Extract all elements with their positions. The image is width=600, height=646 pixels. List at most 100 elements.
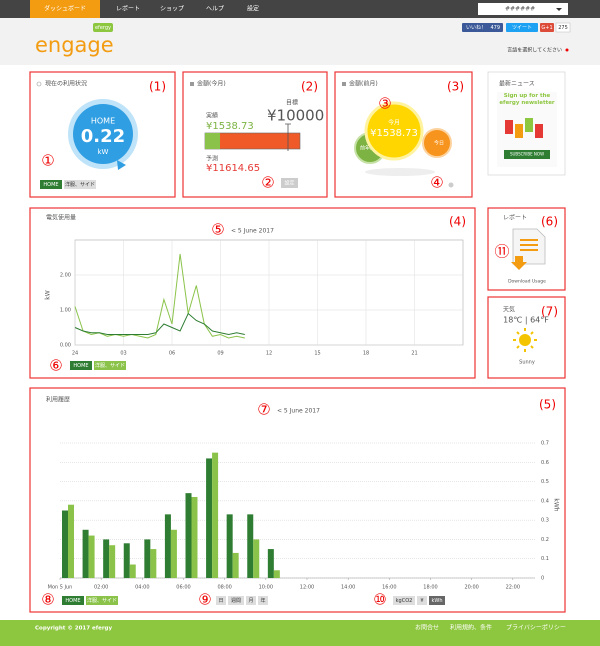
panel-title: レポート xyxy=(503,214,527,222)
document-icon[interactable] xyxy=(512,228,546,265)
logo: engage xyxy=(35,33,114,57)
nav-item[interactable]: レポート xyxy=(116,5,140,13)
toggle-button[interactable] xyxy=(228,596,244,605)
toggle-button[interactable] xyxy=(393,596,415,605)
nav-item[interactable]: ダッシュボード xyxy=(44,5,86,13)
annotation-marker: ⑤ xyxy=(211,221,224,239)
share-count: 275 xyxy=(558,25,568,31)
panel-title: 利用履歴 xyxy=(46,396,70,404)
x-tick-label: 21 xyxy=(411,351,417,357)
bar xyxy=(170,529,177,578)
toggle-button[interactable] xyxy=(216,596,226,605)
footer-link[interactable]: プライバシーポリシー xyxy=(506,624,566,632)
tag[interactable] xyxy=(94,361,126,370)
gauge-label: HOME xyxy=(91,117,115,126)
nav-item[interactable]: ショップ xyxy=(160,6,184,13)
weather-condition: Sunny xyxy=(519,360,535,366)
tag[interactable] xyxy=(70,361,92,370)
tag[interactable] xyxy=(64,180,96,189)
target: ¥10000 xyxy=(267,107,324,125)
like-label: いいね！ xyxy=(466,25,486,31)
panel-title: 金額(前月) xyxy=(349,80,378,88)
x-tick-label: 18 xyxy=(363,351,369,357)
usage-line xyxy=(74,312,245,336)
panel-title: 現在の利用状況 xyxy=(45,80,87,88)
download-arrow xyxy=(511,256,527,270)
toggle-button[interactable] xyxy=(258,596,268,605)
user-menu[interactable] xyxy=(478,3,568,15)
toggle-button[interactable] xyxy=(417,596,427,605)
tweet-label: ツイート xyxy=(512,25,532,31)
tag-label: HOME xyxy=(43,182,58,188)
bar xyxy=(253,539,260,578)
x-tick-label: 08:00 xyxy=(217,585,231,591)
bar xyxy=(191,496,198,578)
x-tick-label: 18:00 xyxy=(423,585,437,591)
annotation-marker: ① xyxy=(41,152,54,170)
x-tick-label: 22:00 xyxy=(506,585,520,591)
nav-bar xyxy=(0,0,600,18)
nav-item[interactable]: ヘルプ xyxy=(206,6,224,13)
share-box xyxy=(555,22,571,33)
bar xyxy=(164,514,171,578)
usage-chart: 0.00 1.00 2.00 24 03 06 09 12 15 18 21 xyxy=(60,240,463,357)
bar xyxy=(212,452,219,578)
usage-line xyxy=(74,253,245,339)
y-tick-label: 0.3 xyxy=(541,518,549,524)
bar xyxy=(226,514,233,578)
page-dot[interactable] xyxy=(448,182,454,188)
y-axis-label: kW xyxy=(45,290,52,299)
bar xyxy=(150,549,157,578)
settings-button[interactable] xyxy=(281,178,298,188)
sun-icon xyxy=(519,334,531,346)
y-tick-label: 0.1 xyxy=(541,556,549,562)
like-count: 479 xyxy=(490,25,500,31)
bar xyxy=(88,535,95,578)
tag[interactable] xyxy=(62,596,84,605)
panel-title: 金額(今月) xyxy=(197,80,226,88)
annotation-marker: ⑧ xyxy=(41,591,54,609)
annotation-box xyxy=(334,71,473,198)
bubble xyxy=(364,101,424,161)
toggle-button[interactable] xyxy=(429,596,445,605)
bar xyxy=(267,549,274,578)
tag[interactable] xyxy=(86,596,118,605)
annotation-marker: ⑪ xyxy=(494,243,509,261)
x-tick-label: 02:00 xyxy=(94,585,108,591)
tweet-button[interactable] xyxy=(506,23,538,32)
date-nav[interactable]: < 5 June 2017 xyxy=(231,228,274,235)
like-button[interactable] xyxy=(462,23,503,32)
x-tick-label: 24 xyxy=(72,351,78,357)
subscribe-button[interactable] xyxy=(504,150,550,159)
gauge xyxy=(73,104,133,164)
tag[interactable] xyxy=(40,180,62,189)
toggle-button[interactable] xyxy=(246,596,256,605)
x-tick-label: 09 xyxy=(217,351,223,357)
bar xyxy=(247,514,254,578)
bubble-value: ¥1538.73 xyxy=(370,128,418,139)
gplus-button[interactable] xyxy=(540,23,554,32)
button-label: 週間 xyxy=(231,597,241,604)
annotation-marker: ④ xyxy=(430,174,443,192)
annotation-label: (6) xyxy=(541,215,558,229)
footer-link[interactable]: お問合せ xyxy=(415,624,439,632)
date-nav[interactable]: < 5 June 2017 xyxy=(277,408,320,415)
bar xyxy=(232,552,239,578)
sun-rays xyxy=(513,328,537,352)
annotation-box xyxy=(487,296,566,379)
y-tick-label: 1.00 xyxy=(60,308,71,314)
footer-link[interactable]: 利用規約、条件 xyxy=(450,624,492,632)
language-select[interactable]: 言語を選択してください xyxy=(507,47,562,54)
download-link[interactable]: Download Usage xyxy=(508,279,546,285)
annotation-marker: ⑥ xyxy=(49,357,62,375)
news-headline-box: Sign up for the efergy newsletter xyxy=(499,93,554,106)
y-tick-label: 0.2 xyxy=(541,537,549,543)
button-label: 日 xyxy=(218,598,223,604)
y-tick-label: 0.00 xyxy=(60,343,71,349)
nav-item[interactable]: 設定 xyxy=(247,5,259,13)
y-axis-label: kWh xyxy=(553,498,560,511)
gauge-value: 0.22 xyxy=(81,126,125,147)
button-label: 年 xyxy=(260,597,265,604)
tag-label: 洋服、サイド xyxy=(87,597,117,604)
annotation-marker: ⑩ xyxy=(373,591,386,609)
